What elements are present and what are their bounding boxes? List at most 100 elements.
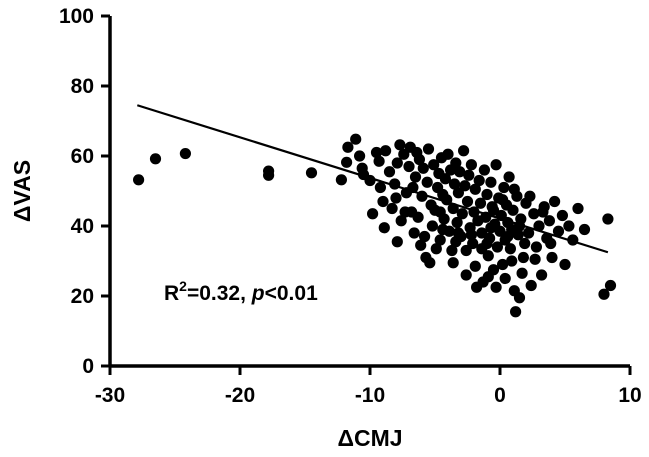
data-point-159 <box>390 192 402 204</box>
data-point-46 <box>434 234 446 246</box>
data-point-102 <box>507 204 519 216</box>
data-point-131 <box>602 213 614 225</box>
data-point-150 <box>437 223 449 236</box>
data-point-41 <box>426 220 438 232</box>
data-point-137 <box>430 243 442 255</box>
data-point-166 <box>513 220 526 232</box>
data-point-89 <box>490 159 502 171</box>
y-tick-label-2: 40 <box>71 215 94 238</box>
data-point-158 <box>374 181 386 194</box>
data-point-106 <box>512 229 524 241</box>
data-point-21 <box>389 178 401 190</box>
data-point-85 <box>485 176 497 188</box>
data-point-99 <box>503 171 515 183</box>
data-point-2 <box>179 147 191 160</box>
data-point-160 <box>399 206 411 218</box>
data-point-36 <box>417 162 429 174</box>
data-point-104 <box>509 306 522 318</box>
data-point-58 <box>450 157 462 169</box>
data-point-144 <box>506 255 518 267</box>
data-point-42 <box>428 159 440 171</box>
data-point-164 <box>485 222 497 234</box>
x-tick-label-0: -30 <box>95 384 125 407</box>
data-point-4 <box>263 165 275 177</box>
data-point-0 <box>133 174 145 186</box>
data-point-63 <box>456 208 468 220</box>
data-point-80 <box>478 164 490 176</box>
data-point-67 <box>461 195 474 208</box>
data-point-128 <box>572 202 584 215</box>
stats-p: p <box>251 282 265 305</box>
x-tick-label-3: 0 <box>494 384 506 407</box>
stats-tail: <0.01 <box>265 282 318 305</box>
data-point-33 <box>413 153 425 166</box>
data-point-146 <box>529 253 541 265</box>
y-tick-label-0: 0 <box>82 355 94 378</box>
x-tick-label-4: 10 <box>618 384 641 407</box>
data-point-117 <box>536 269 548 281</box>
y-axis-title: ΔVAS <box>9 160 35 222</box>
data-point-38 <box>421 176 433 188</box>
data-point-114 <box>528 208 540 220</box>
data-point-57 <box>448 178 461 190</box>
data-point-139 <box>460 244 472 257</box>
data-point-142 <box>490 281 502 293</box>
data-point-123 <box>552 225 565 237</box>
data-point-66 <box>460 269 472 281</box>
data-point-64 <box>458 145 470 157</box>
data-point-17 <box>377 195 389 208</box>
data-point-95 <box>498 181 510 194</box>
x-tick-label-1: -20 <box>225 384 255 407</box>
data-point-19 <box>383 166 396 178</box>
y-tick-label-3: 60 <box>71 145 94 168</box>
x-axis-title: ΔCMJ <box>337 425 402 451</box>
y-tick-label-1: 20 <box>71 285 94 308</box>
stats-annotation: R2=0.32, p<0.01 <box>164 278 318 305</box>
data-point-5 <box>305 167 318 179</box>
data-point-23 <box>394 139 406 151</box>
data-point-15 <box>370 146 383 159</box>
data-point-148 <box>412 211 424 223</box>
data-point-34 <box>415 239 427 251</box>
data-point-126 <box>563 220 575 232</box>
data-point-130 <box>598 288 610 300</box>
data-point-50 <box>439 173 451 185</box>
data-point-24 <box>395 215 407 227</box>
y-tick-label-4: 80 <box>71 75 94 98</box>
data-point-147 <box>545 237 557 250</box>
data-point-107 <box>513 292 526 304</box>
data-point-6 <box>335 174 347 186</box>
data-point-127 <box>567 234 579 246</box>
data-point-27 <box>403 160 415 173</box>
data-point-154 <box>487 204 500 216</box>
data-point-22 <box>391 157 403 169</box>
data-point-30 <box>408 227 420 239</box>
data-point-157 <box>524 190 536 202</box>
data-point-141 <box>482 271 494 283</box>
stats-rest: =0.32, <box>187 282 252 305</box>
data-point-51 <box>441 194 453 206</box>
data-point-152 <box>465 229 477 241</box>
data-point-1 <box>149 153 162 165</box>
data-point-151 <box>450 236 462 248</box>
data-point-145 <box>519 237 531 250</box>
data-point-81 <box>480 211 492 223</box>
data-point-76 <box>473 174 485 187</box>
data-point-143 <box>499 272 511 285</box>
data-point-16 <box>373 155 385 167</box>
data-point-82 <box>481 188 493 201</box>
data-point-134 <box>391 236 403 248</box>
x-tick-label-2: -10 <box>355 384 385 407</box>
data-point-120 <box>543 215 556 227</box>
data-point-13 <box>364 174 376 187</box>
data-point-35 <box>416 190 428 202</box>
data-point-155 <box>497 194 509 206</box>
data-point-129 <box>578 223 591 236</box>
data-point-72 <box>468 206 480 218</box>
data-point-165 <box>502 230 514 243</box>
data-point-14 <box>367 208 379 220</box>
data-point-10 <box>354 150 366 162</box>
data-point-136 <box>424 257 436 269</box>
